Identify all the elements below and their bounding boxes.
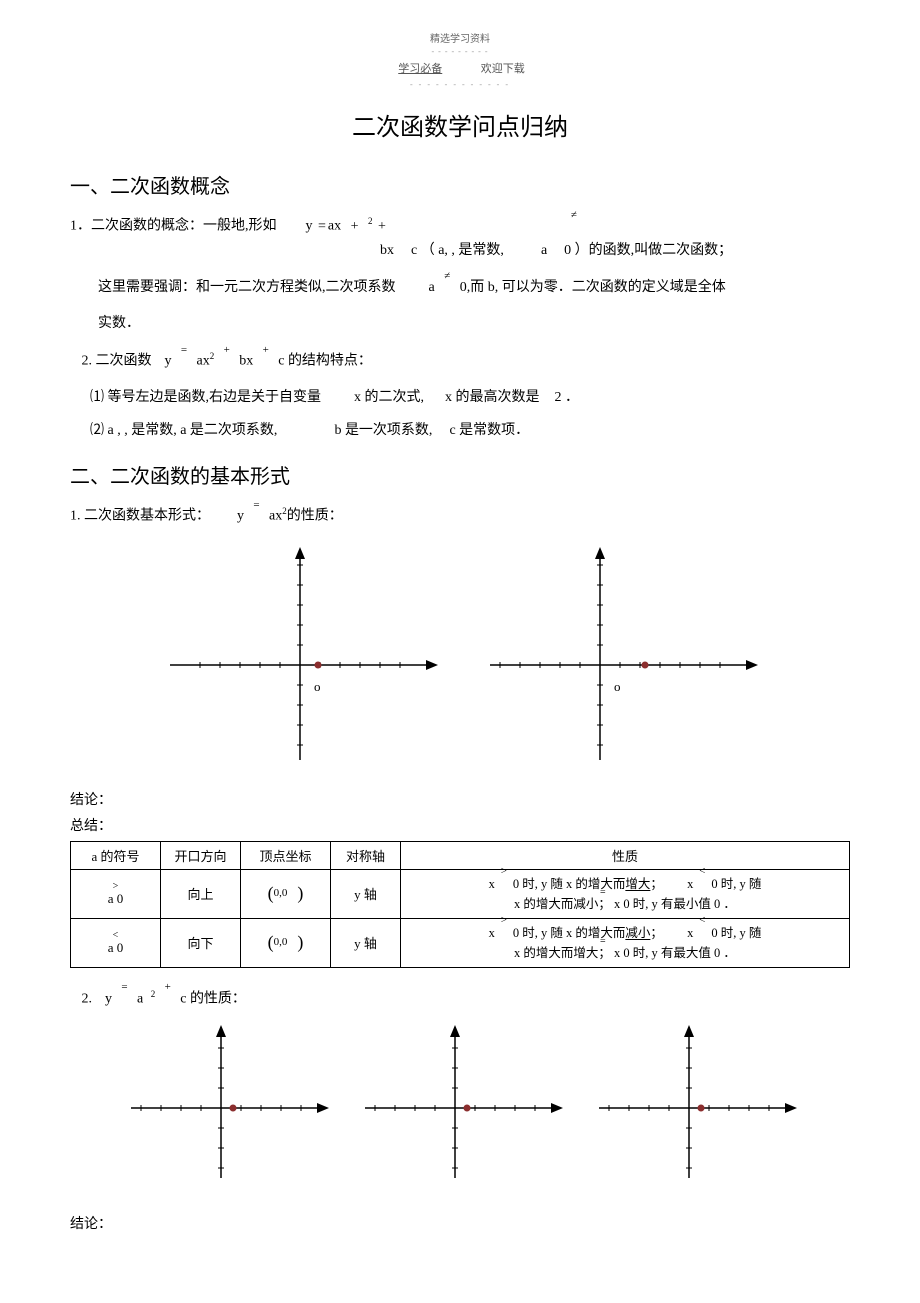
- th-vertex: 顶点坐标: [241, 841, 331, 869]
- table-row: <a 0 向下 (0,0) y 轴 x>0 时, y 随 x 的增大而减小； x…: [71, 918, 850, 967]
- cell-prop: x>0 时, y 随 x 的增大而减小； x<0 时, y 随 = x 的增大而…: [401, 918, 850, 967]
- para-1-2: 这里需要强调：和一元二次方程类似,二次项系数 a ≠ 0,而 b, 可以为零．二…: [70, 275, 850, 302]
- conclusion-1: 结论：: [70, 789, 850, 809]
- svg-text:o: o: [314, 679, 321, 694]
- axis-chart-4: [355, 1023, 565, 1183]
- th-prop: 性质: [401, 841, 850, 869]
- header-sub-left: 学习必备: [395, 63, 445, 75]
- header-tiny: 精选学习资料: [70, 30, 850, 45]
- table-header-row: a 的符号 开口方向 顶点坐标 对称轴 性质: [71, 841, 850, 869]
- table-row: >a 0 向上 (0,0) y 轴 x>0 时, y 随 x 的增大而增大； x…: [71, 869, 850, 918]
- charts-row-1: o o: [70, 545, 850, 765]
- th-axis: 对称轴: [331, 841, 401, 869]
- charts-row-2: [70, 1023, 850, 1183]
- para-1-2b: 实数．: [70, 311, 850, 338]
- header-sub-right: 欢迎下载: [481, 63, 525, 75]
- axis-chart-2: o: [480, 545, 760, 765]
- section-1-heading: 一、二次函数概念: [70, 170, 850, 199]
- conclusion-2: 结论：: [70, 1213, 850, 1233]
- cell-prop: x>0 时, y 随 x 的增大而增大； x<0 时, y 随 = x 的增大而…: [401, 869, 850, 918]
- header-dashes-2: - - - - - - - - - - - -: [70, 80, 850, 89]
- para-1-3: 2. 二次函数 y = ax2 + bx + c 的结构特点：: [70, 348, 850, 375]
- th-dir: 开口方向: [161, 841, 241, 869]
- para-2-1: 1. 二次函数基本形式： y = ax2的性质：: [70, 503, 850, 530]
- section-2-heading: 二、二次函数的基本形式: [70, 460, 850, 489]
- para-1-li1: ⑴ 等号左边是函数,右边是关于自变量 x 的二次式, x 的最高次数是 2 ．: [70, 385, 850, 412]
- cell-dir: 向上: [161, 869, 241, 918]
- para-1-li2: ⑵ a , , 是常数, a 是二次项系数, b 是一次项系数, c 是常数项．: [70, 418, 850, 445]
- cell-vertex: (0,0): [241, 869, 331, 918]
- para-1-1b: bx c （ a, , 是常数, a 0 ）的函数,叫做二次函数；: [70, 238, 850, 265]
- cell-dir: 向下: [161, 918, 241, 967]
- summary-1: 总结：: [70, 815, 850, 835]
- axis-chart-1: o: [160, 545, 440, 765]
- th-sign: a 的符号: [71, 841, 161, 869]
- page-title: 二次函数学问点归纳: [70, 107, 850, 142]
- para-2-2: 2. y = a 2 + c 的性质：: [70, 986, 850, 1013]
- header-dashes-1: - - - - - - - - -: [70, 47, 850, 56]
- cell-vertex: (0,0): [241, 918, 331, 967]
- cell-cond: >a 0: [71, 869, 161, 918]
- cell-axis: y 轴: [331, 918, 401, 967]
- svg-text:o: o: [614, 679, 621, 694]
- header-sub: 学习必备 欢迎下载: [70, 60, 850, 76]
- cell-cond: <a 0: [71, 918, 161, 967]
- para-1-1: 1．二次函数的概念：一般地,形如 y =ax + 2 + ≠: [70, 213, 850, 240]
- properties-table: a 的符号 开口方向 顶点坐标 对称轴 性质 >a 0 向上 (0,0) y 轴…: [70, 841, 850, 968]
- axis-chart-3: [121, 1023, 331, 1183]
- cell-axis: y 轴: [331, 869, 401, 918]
- axis-chart-5: [589, 1023, 799, 1183]
